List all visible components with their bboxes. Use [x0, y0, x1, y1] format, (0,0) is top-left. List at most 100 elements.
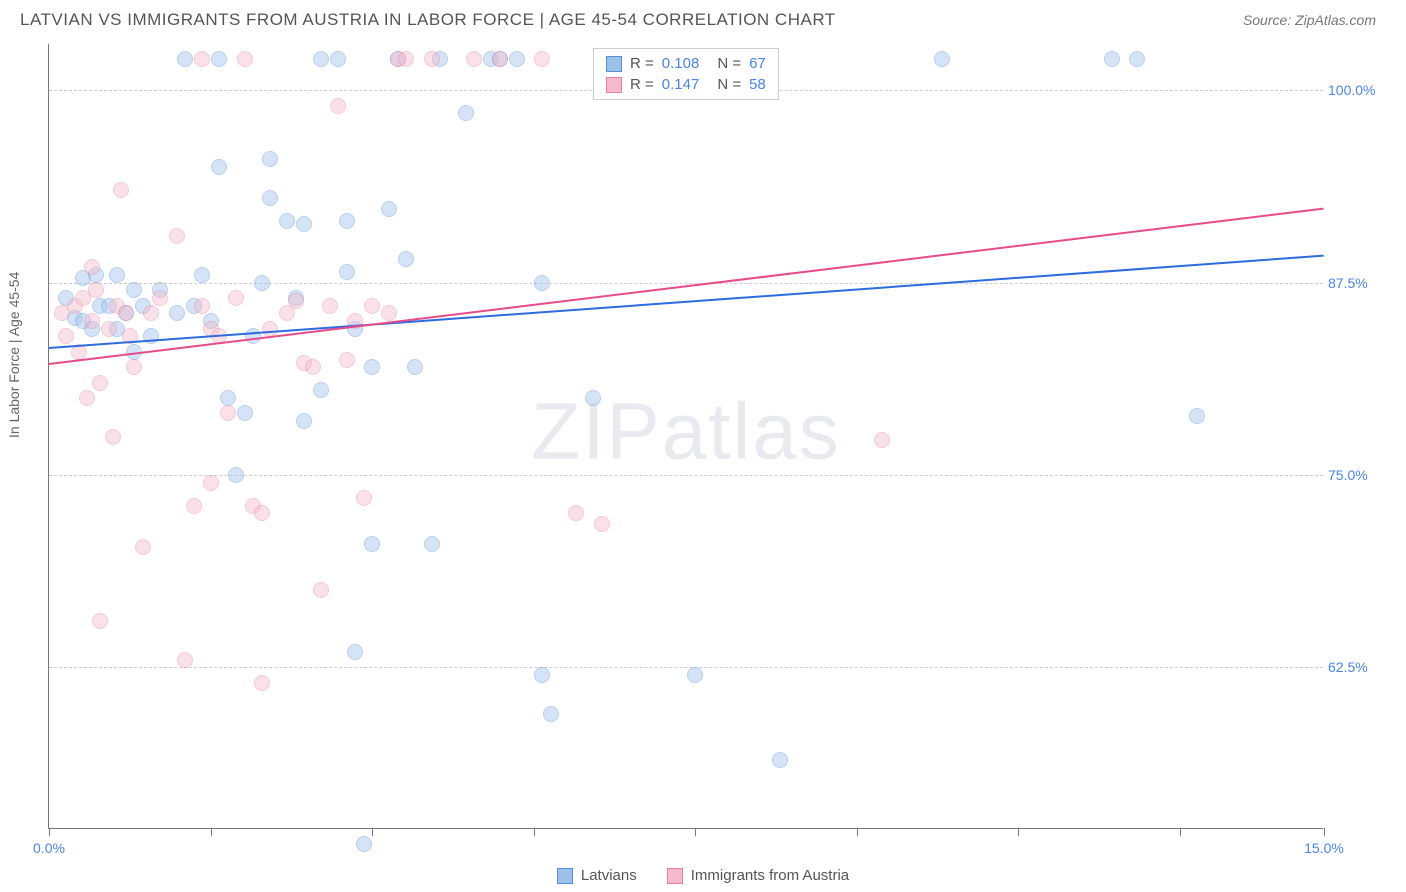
scatter-point [254, 675, 270, 691]
scatter-point [594, 516, 610, 532]
scatter-point [105, 429, 121, 445]
scatter-point [237, 51, 253, 67]
scatter-point [543, 706, 559, 722]
scatter-point [509, 51, 525, 67]
scatter-point [135, 539, 151, 555]
scatter-point [84, 259, 100, 275]
y-tick-label: 87.5% [1328, 275, 1383, 291]
trend-line [49, 207, 1324, 364]
scatter-point [585, 390, 601, 406]
scatter-point [772, 752, 788, 768]
scatter-chart: ZIPatlas 62.5%75.0%87.5%100.0%0.0%15.0%R… [48, 44, 1323, 829]
scatter-point [313, 51, 329, 67]
legend-bottom: Latvians Immigrants from Austria [0, 867, 1406, 884]
scatter-point [101, 321, 117, 337]
scatter-point [143, 305, 159, 321]
scatter-point [1189, 408, 1205, 424]
y-axis-label: In Labor Force | Age 45-54 [6, 272, 22, 438]
scatter-point [339, 264, 355, 280]
y-tick-label: 62.5% [1328, 659, 1383, 675]
scatter-point [186, 498, 202, 514]
x-tick [211, 828, 212, 836]
scatter-point [143, 328, 159, 344]
legend-label: Immigrants from Austria [691, 867, 849, 884]
scatter-point [381, 305, 397, 321]
scatter-point [313, 382, 329, 398]
scatter-point [288, 293, 304, 309]
x-tick-label: 15.0% [1304, 840, 1344, 856]
chart-title: LATVIAN VS IMMIGRANTS FROM AUSTRIA IN LA… [20, 10, 836, 30]
y-tick-label: 75.0% [1328, 467, 1383, 483]
scatter-point [339, 213, 355, 229]
scatter-point [262, 190, 278, 206]
legend-r-value: 0.108 [662, 55, 700, 72]
scatter-point [254, 505, 270, 521]
legend-r-label: R = [630, 55, 654, 72]
x-tick [695, 828, 696, 836]
scatter-point [262, 151, 278, 167]
scatter-point [330, 51, 346, 67]
scatter-point [254, 275, 270, 291]
scatter-point [113, 182, 129, 198]
scatter-point [194, 51, 210, 67]
scatter-point [534, 275, 550, 291]
scatter-point [126, 359, 142, 375]
scatter-point [424, 51, 440, 67]
scatter-point [398, 251, 414, 267]
legend-r-value: 0.147 [662, 76, 700, 93]
scatter-point [364, 298, 380, 314]
legend-label: Latvians [581, 867, 637, 884]
scatter-point [1129, 51, 1145, 67]
scatter-point [169, 305, 185, 321]
scatter-point [339, 352, 355, 368]
legend-swatch [606, 56, 622, 72]
scatter-point [194, 298, 210, 314]
x-tick [49, 828, 50, 836]
scatter-point [79, 390, 95, 406]
scatter-point [934, 51, 950, 67]
scatter-point [194, 267, 210, 283]
scatter-point [398, 51, 414, 67]
scatter-point [237, 405, 253, 421]
scatter-point [211, 51, 227, 67]
legend-n-label: N = [717, 76, 741, 93]
scatter-point [88, 282, 104, 298]
scatter-point [347, 644, 363, 660]
scatter-point [220, 390, 236, 406]
chart-source: Source: ZipAtlas.com [1243, 12, 1376, 28]
legend-n-value: 67 [749, 55, 766, 72]
legend-swatch [606, 77, 622, 93]
gridline [49, 283, 1323, 284]
x-tick [857, 828, 858, 836]
scatter-point [296, 413, 312, 429]
scatter-point [177, 51, 193, 67]
scatter-point [874, 432, 890, 448]
scatter-point [228, 290, 244, 306]
scatter-point [92, 375, 108, 391]
scatter-point [364, 536, 380, 552]
scatter-point [228, 467, 244, 483]
scatter-point [152, 290, 168, 306]
scatter-point [1104, 51, 1120, 67]
scatter-point [356, 836, 372, 852]
x-tick [1324, 828, 1325, 836]
scatter-point [458, 105, 474, 121]
scatter-point [84, 313, 100, 329]
watermark-text: ZIPatlas [531, 385, 840, 477]
legend-swatch [557, 868, 573, 884]
scatter-point [466, 51, 482, 67]
scatter-point [58, 328, 74, 344]
scatter-point [305, 359, 321, 375]
x-tick [1180, 828, 1181, 836]
scatter-point [109, 267, 125, 283]
scatter-point [407, 359, 423, 375]
scatter-point [687, 667, 703, 683]
scatter-point [424, 536, 440, 552]
x-tick [1018, 828, 1019, 836]
x-tick-label: 0.0% [33, 840, 65, 856]
legend-n-value: 58 [749, 76, 766, 93]
gridline [49, 667, 1323, 668]
scatter-point [356, 490, 372, 506]
x-tick [534, 828, 535, 836]
scatter-point [296, 216, 312, 232]
